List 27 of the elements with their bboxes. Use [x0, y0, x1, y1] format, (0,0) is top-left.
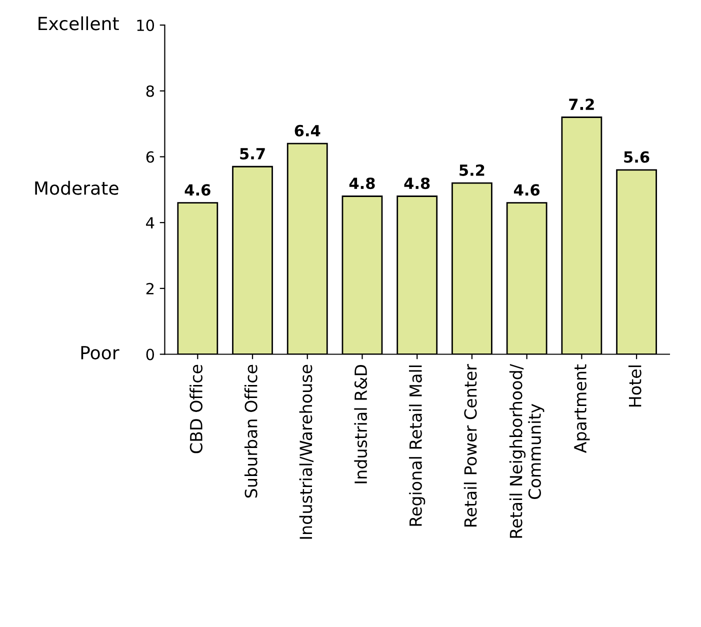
data-label: 4.8	[349, 178, 375, 190]
y-tick-label: 10	[137, 20, 154, 32]
data-label: 6.4	[294, 124, 320, 136]
x-tick-label: Hotel	[628, 366, 642, 406]
data-label: 4.8	[404, 178, 430, 190]
x-tick-label: Apartment	[574, 364, 590, 454]
x-tick-label: Industrial/Warehouse	[299, 364, 314, 539]
x-tick-label: CBD Office	[190, 364, 202, 454]
x-tick-label: Industrial R&D	[354, 364, 368, 484]
y-tick-label: 2	[146, 282, 154, 294]
y-tick-label: 8	[146, 85, 154, 97]
data-label: 5.7	[240, 148, 265, 160]
data-label: 4.6	[184, 184, 210, 196]
y-tick-label: 6	[146, 151, 154, 163]
data-label: 5.2	[460, 164, 484, 176]
x-tick-label: Suburban Office	[244, 364, 258, 498]
data-label: 5.6	[624, 151, 650, 163]
text: Poor	[81, 346, 120, 360]
x-tick-label: Regional Retail Mall	[409, 366, 426, 526]
y-tick-label: 4	[146, 217, 154, 228]
text: Moderate	[35, 180, 118, 195]
data-label: 4.6	[514, 184, 540, 196]
x-tick-label: Retail Power Center	[464, 364, 477, 527]
x-tick-label: Retail Neighborhood/ Community	[509, 364, 544, 538]
data-label: 7.2	[569, 98, 594, 110]
y-tick-label: 0	[146, 348, 154, 360]
text: Excellent	[38, 16, 119, 30]
